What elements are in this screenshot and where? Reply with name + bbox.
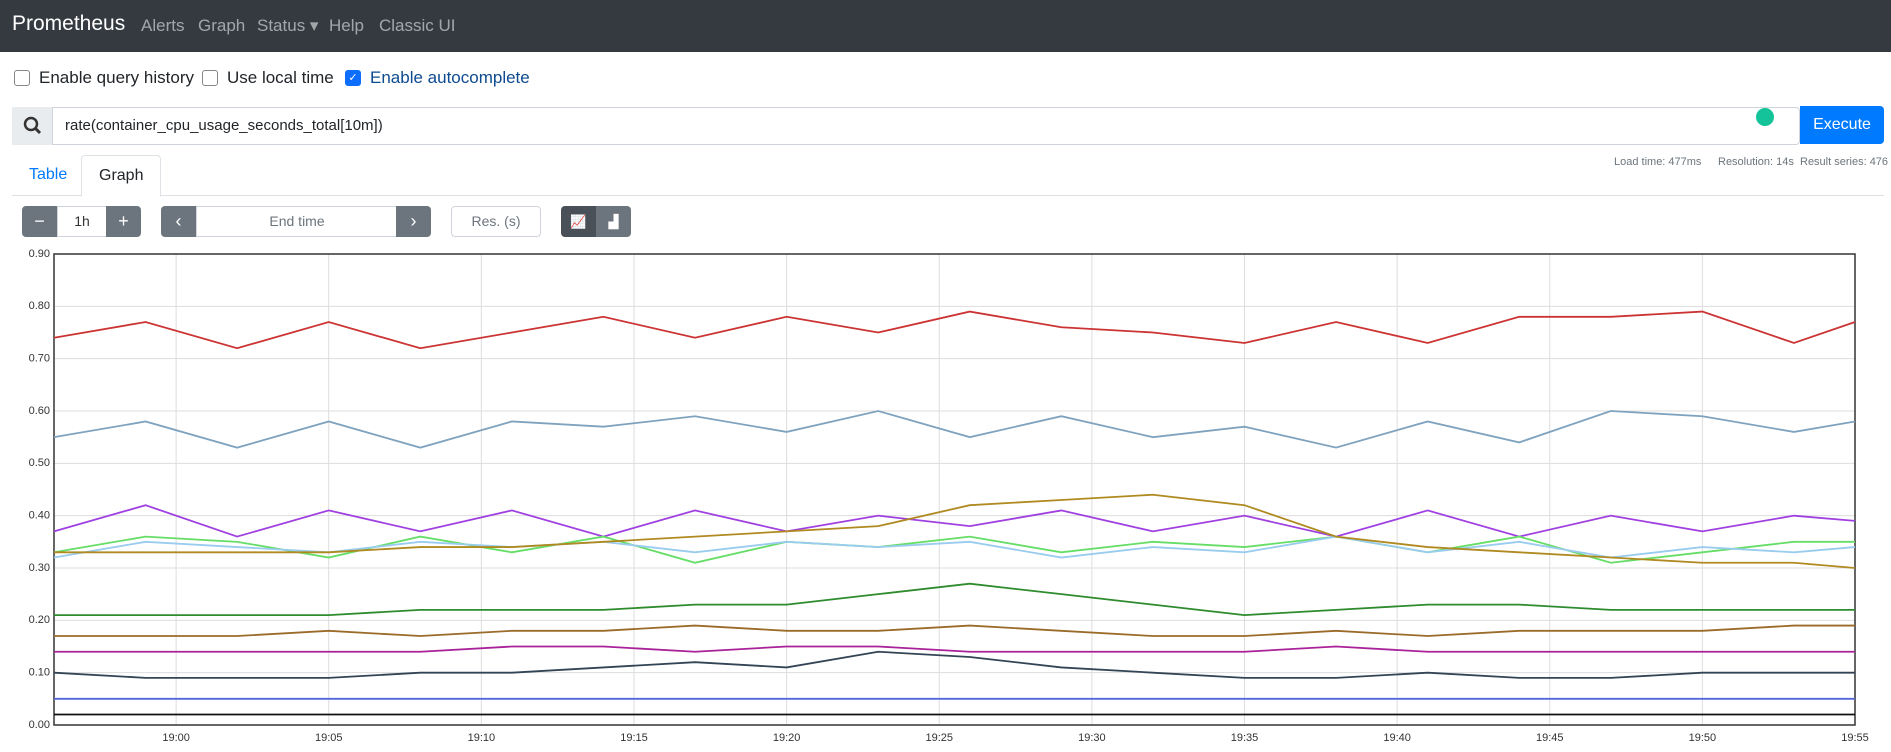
end-time-input[interactable]: End time <box>196 206 398 237</box>
series-line <box>54 645 1855 653</box>
option[interactable]: Enable query history <box>14 68 194 88</box>
chart: 0.00 0.10 0.20 0.30 0.40 0.50 0.60 0.70 0.80 0.90… <box>29 248 1869 744</box>
icon <box>23 116 42 135</box>
option-label: Enable autocomplete <box>370 68 530 87</box>
y-tick-label: 0.30 <box>29 562 50 574</box>
stat: Resolution: 14s <box>1718 156 1794 168</box>
decrease-range[interactable]: − <box>22 206 57 237</box>
query-text: rate(container_cpu_usage_seconds_total[1… <box>65 117 383 134</box>
x-tick-label: 19:55 <box>1841 732 1869 744</box>
series-line <box>54 624 1855 637</box>
y-tick-label: 0.50 <box>29 457 50 469</box>
checkbox[interactable] <box>202 70 218 86</box>
x-tick-label: 19:05 <box>315 732 343 744</box>
stat: Result series: 476 <box>1800 156 1889 168</box>
back[interactable]: ‹ <box>161 206 196 237</box>
resolution-input[interactable]: Res. (s) <box>451 206 541 237</box>
navbar: Prometheus Alerts Graph Status ▾ Help Cl… <box>0 0 1891 52</box>
y-tick-label: 0.10 <box>29 667 50 679</box>
nav-link[interactable]: Classic UI <box>379 16 456 35</box>
nav-link[interactable]: Help <box>329 16 364 35</box>
series-line <box>53 535 1856 559</box>
series-line <box>53 504 1856 538</box>
y-tick-label: 0.70 <box>29 353 50 365</box>
y-tick-label: 0.80 <box>29 300 50 312</box>
series-line <box>54 493 1856 569</box>
x-tick-label: 19:00 <box>162 732 190 744</box>
option[interactable]: Use local time <box>202 68 334 88</box>
search-icon <box>12 107 53 145</box>
y-tick-label: 0.20 <box>29 614 50 626</box>
nav-link[interactable]: Graph <box>198 16 246 35</box>
series-line <box>53 650 1855 679</box>
series-line <box>53 310 1856 350</box>
option-label: Use local time <box>227 68 334 87</box>
nav-link[interactable]: Status ▾ <box>257 16 319 35</box>
forward[interactable]: › <box>396 206 431 237</box>
plot-frame <box>53 253 1856 726</box>
stat: Load time: 477ms <box>1614 156 1702 168</box>
tab-divider <box>12 195 1884 196</box>
range-input[interactable]: 1h <box>57 206 107 237</box>
increase-range[interactable]: + <box>106 206 141 237</box>
nav-link[interactable]: Alerts <box>141 16 185 35</box>
checkbox[interactable] <box>14 70 30 86</box>
x-tick-label: 19:50 <box>1689 732 1717 744</box>
execute-button[interactable]: Execute <box>1800 106 1884 144</box>
x-tick-label: 19:35 <box>1231 732 1259 744</box>
lines-toggle[interactable]: 📈 <box>561 206 596 237</box>
x-tick-label: 19:25 <box>925 732 953 744</box>
tab[interactable]: Graph <box>81 155 162 197</box>
option-label: Enable query history <box>39 68 194 87</box>
option[interactable]: ✓ Enable autocomplete <box>345 68 530 88</box>
nav-link-text: Status <box>257 16 306 35</box>
y-tick-label: 0.60 <box>29 405 50 417</box>
x-tick-label: 19:30 <box>1078 732 1106 744</box>
x-tick-label: 19:45 <box>1536 732 1564 744</box>
brand[interactable]: Prometheus <box>12 12 126 35</box>
grammarly-icon <box>1756 108 1774 126</box>
series-line <box>54 582 1855 617</box>
y-tick-label: 0.90 <box>29 248 50 260</box>
checkbox[interactable]: ✓ <box>345 70 361 86</box>
x-tick-label: 19:10 <box>468 732 496 744</box>
x-tick-label: 19:20 <box>773 732 801 744</box>
tab[interactable]: Table <box>29 166 68 183</box>
series-line <box>53 410 1856 449</box>
y-tick-label: 0.40 <box>29 510 50 522</box>
x-tick-label: 19:15 <box>620 732 648 744</box>
x-tick-label: 19:40 <box>1383 732 1411 744</box>
y-tick-label: 0.00 <box>29 719 50 731</box>
stacked-toggle[interactable]: ▟ <box>596 206 631 237</box>
series-line <box>53 535 1855 564</box>
